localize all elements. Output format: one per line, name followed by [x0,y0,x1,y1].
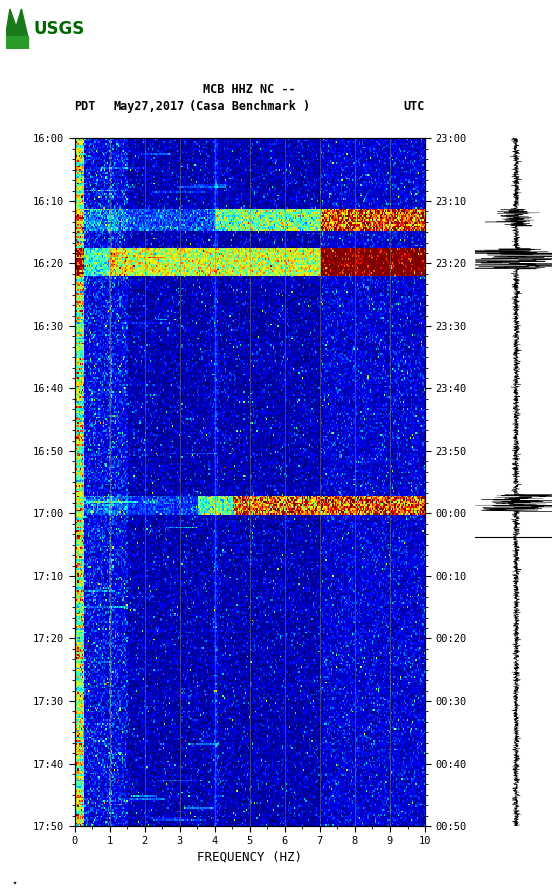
Text: UTC: UTC [404,100,425,113]
Text: MCB HHZ NC --: MCB HHZ NC -- [204,82,296,96]
Text: (Casa Benchmark ): (Casa Benchmark ) [189,100,310,113]
Text: $\star$: $\star$ [11,878,18,888]
Text: PDT: PDT [75,100,96,113]
X-axis label: FREQUENCY (HZ): FREQUENCY (HZ) [197,851,302,864]
Text: USGS: USGS [34,20,85,38]
Polygon shape [6,9,28,49]
Polygon shape [6,36,28,49]
Text: May27,2017: May27,2017 [113,100,184,113]
